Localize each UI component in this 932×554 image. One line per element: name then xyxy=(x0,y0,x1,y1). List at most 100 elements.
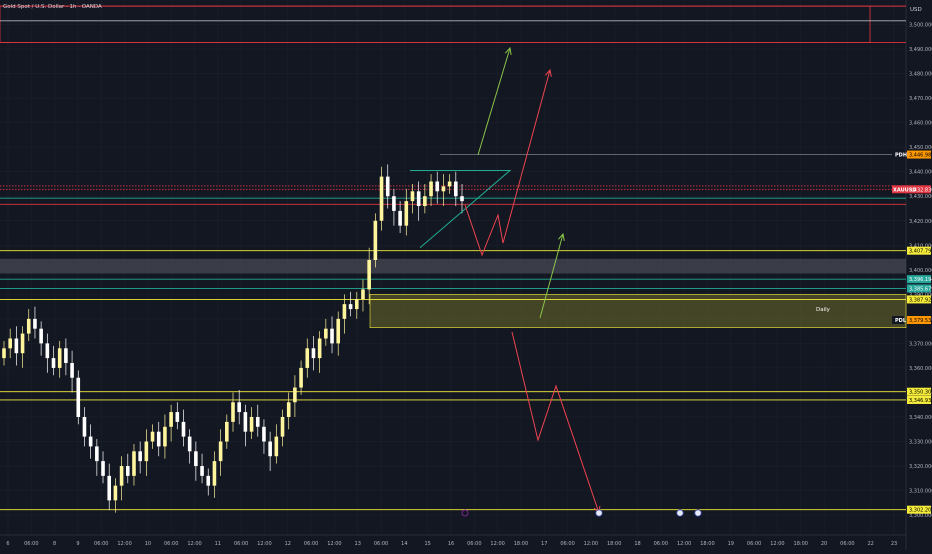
time-tick-label: 12:00 xyxy=(677,541,691,547)
candle-body xyxy=(45,343,50,359)
event-flag-icon[interactable] xyxy=(694,509,702,517)
candle-body xyxy=(64,348,68,364)
drawings-layer[interactable] xyxy=(410,46,601,515)
candle-body xyxy=(324,328,328,339)
price-tick-label: 3,390.000 xyxy=(909,292,932,298)
candle-body xyxy=(255,416,260,427)
level-tag-pdl: PDL xyxy=(895,318,907,324)
time-tick-label: 06:00 xyxy=(94,541,108,547)
price-tick-label: 3,450.000 xyxy=(909,145,932,151)
candle-body xyxy=(460,196,464,202)
level-tag-bg xyxy=(892,185,907,194)
price-label-tag[interactable] xyxy=(907,316,931,325)
time-tick-label: 16 xyxy=(448,541,454,547)
candle-body xyxy=(243,412,248,432)
candle-body xyxy=(107,475,112,501)
candle-body xyxy=(194,451,198,467)
candle-body xyxy=(317,338,322,359)
candle-body xyxy=(156,431,161,447)
time-tick-label: 06:00 xyxy=(560,541,574,547)
time-tick-label: 12:00 xyxy=(490,541,504,547)
price-label-tag[interactable] xyxy=(907,395,931,404)
price-tick-label: 3,340.000 xyxy=(909,415,932,421)
projection-arrow-red-top-head[interactable] xyxy=(545,68,552,77)
zone-daily-label: Daily xyxy=(816,307,831,313)
time-tick-label: 15 xyxy=(424,541,430,547)
projection-arrow-green-top-head[interactable] xyxy=(504,46,512,55)
candle-body xyxy=(8,338,12,349)
price-label-tag[interactable] xyxy=(907,505,931,514)
time-tick-label: 17 xyxy=(541,541,547,547)
price-tick-label: 3,300.000 xyxy=(909,513,932,519)
price-label-tag[interactable] xyxy=(907,150,931,159)
time-tick-label: 06:00 xyxy=(24,541,38,547)
event-flag-icon[interactable] xyxy=(676,509,684,517)
price-label-tag[interactable] xyxy=(907,387,931,396)
candle-body xyxy=(33,318,37,329)
candle-body xyxy=(373,220,378,260)
price-label-tag[interactable] xyxy=(907,185,931,194)
time-tick-label: 06:00 xyxy=(467,541,481,547)
price-label-tag[interactable] xyxy=(907,246,931,255)
candles-layer xyxy=(2,164,464,513)
time-tick-label: 18:00 xyxy=(794,541,808,547)
candle-body xyxy=(231,402,235,422)
candle-body xyxy=(225,421,229,442)
time-tick-label: 22 xyxy=(867,541,873,547)
candle-body xyxy=(311,348,316,359)
candle-body xyxy=(249,416,254,432)
time-tick-label: 12:00 xyxy=(770,541,784,547)
price-tick-label: 3,410.000 xyxy=(909,243,932,249)
candle-body xyxy=(218,441,223,462)
candle-body xyxy=(101,461,105,476)
projection-arrow-red-down[interactable] xyxy=(511,331,600,514)
economic-event-icon[interactable] xyxy=(461,509,469,517)
time-tick-label: 13 xyxy=(355,541,361,547)
price-label-tag[interactable] xyxy=(907,284,931,293)
projection-arrow-green-mid[interactable] xyxy=(539,233,564,319)
time-tick-label: 18 xyxy=(634,541,640,547)
candle-body xyxy=(268,441,272,457)
candle-body xyxy=(237,402,241,413)
candle-body xyxy=(144,441,149,462)
candle-body xyxy=(367,260,371,290)
daily-zone[interactable] xyxy=(369,294,907,328)
time-tick-label: 06:00 xyxy=(164,541,178,547)
level-tag-bg xyxy=(892,316,904,325)
candle-body xyxy=(14,338,19,354)
time-tick-label: 23 xyxy=(891,541,897,547)
projection-arrow-red-top[interactable] xyxy=(464,69,551,257)
time-tick-label: 12:00 xyxy=(187,541,201,547)
price-label-tag[interactable] xyxy=(907,295,931,304)
candle-body xyxy=(113,485,118,501)
price-tick-label: 3,440.000 xyxy=(909,170,932,176)
price-tick-label: 3,330.000 xyxy=(909,440,932,446)
triangle-pattern[interactable] xyxy=(410,169,512,249)
candle-body xyxy=(398,210,402,226)
currency-label[interactable]: USD xyxy=(910,7,922,13)
price-axis[interactable]: 3,500.000 3,490.000 3,480.000 3,470.000 3,46… xyxy=(892,23,932,520)
time-axis[interactable]: 6 06:00 8 9 06:00 12:00 10 06:00 12:00 11 06:00 12:… xyxy=(6,509,897,547)
projection-arrow-green-top[interactable] xyxy=(477,47,511,156)
price-label-tag[interactable] xyxy=(907,275,931,284)
price-tick-label: 3,420.000 xyxy=(909,219,932,225)
price-label-text: 3,387.923 xyxy=(909,297,932,303)
candle-body xyxy=(385,176,390,197)
time-tick-label: 06:00 xyxy=(374,541,388,547)
time-tick-label: 18:00 xyxy=(607,541,621,547)
time-tick-label: 9 xyxy=(76,541,79,547)
time-tick-label: 14 xyxy=(401,541,407,547)
price-tick-label: 3,310.000 xyxy=(909,489,932,495)
price-tick-label: 3,360.000 xyxy=(909,366,932,372)
event-flag-icon[interactable] xyxy=(595,509,603,517)
gray-zone[interactable] xyxy=(0,258,906,274)
candle-body xyxy=(20,333,25,354)
candle-body xyxy=(305,348,310,368)
projection-arrow-green-mid-head[interactable] xyxy=(558,232,565,241)
candle-body xyxy=(293,387,297,403)
candle-body xyxy=(169,412,173,427)
candle-body xyxy=(404,201,409,226)
